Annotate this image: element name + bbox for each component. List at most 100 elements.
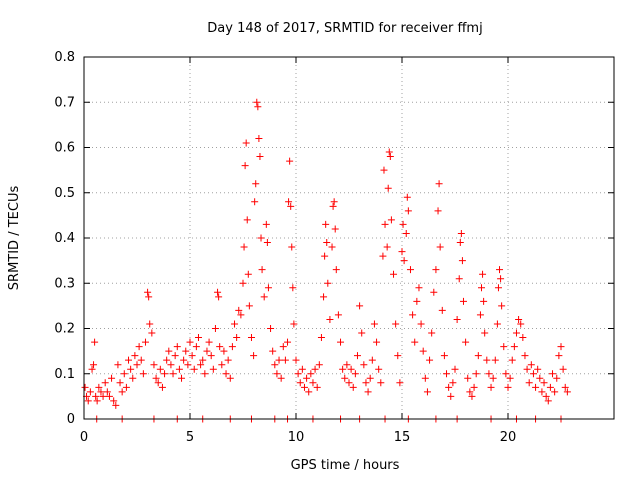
data-point	[362, 379, 370, 387]
data-point	[356, 302, 364, 310]
data-point	[133, 361, 141, 369]
y-axis-label: SRMTID / TECUs	[7, 186, 22, 291]
data-point	[112, 401, 120, 409]
data-point	[253, 98, 261, 106]
data-point	[483, 356, 491, 364]
data-point	[466, 388, 474, 396]
data-point	[197, 361, 205, 369]
data-point	[277, 374, 285, 382]
data-point	[380, 166, 388, 174]
data-point	[93, 397, 101, 405]
data-point	[387, 216, 395, 224]
data-point	[298, 365, 306, 373]
data-point	[307, 370, 315, 378]
data-point	[105, 392, 113, 400]
x-tick-label: 5	[186, 430, 194, 445]
data-point	[146, 320, 154, 328]
data-point	[243, 216, 251, 224]
data-point	[515, 315, 523, 323]
data-point	[436, 243, 444, 251]
data-point	[169, 370, 177, 378]
y-tick-label: 0.7	[54, 95, 75, 110]
data-point	[91, 338, 99, 346]
data-point	[192, 343, 200, 351]
data-point	[384, 184, 392, 192]
data-point	[167, 361, 175, 369]
data-point	[242, 139, 250, 147]
data-point	[512, 329, 520, 337]
data-point	[286, 157, 294, 165]
data-point	[215, 293, 223, 301]
data-point	[358, 329, 366, 337]
y-tick-label: 0.1	[54, 367, 75, 382]
data-point	[209, 365, 217, 373]
data-point	[394, 352, 402, 360]
data-point	[311, 365, 319, 373]
data-point	[434, 207, 442, 215]
data-point	[428, 329, 436, 337]
data-point	[161, 370, 169, 378]
data-point	[244, 270, 252, 278]
data-point	[521, 352, 529, 360]
data-point	[555, 352, 563, 360]
data-point	[480, 297, 488, 305]
data-point	[510, 343, 518, 351]
data-point	[199, 356, 207, 364]
data-point	[275, 356, 283, 364]
data-point	[474, 352, 482, 360]
data-point	[317, 334, 325, 342]
data-point	[281, 356, 289, 364]
data-point	[485, 370, 493, 378]
data-point	[294, 370, 302, 378]
data-point	[279, 343, 287, 351]
data-point	[152, 374, 160, 382]
data-point	[173, 343, 181, 351]
data-point	[220, 347, 228, 355]
data-point	[175, 365, 183, 373]
data-point	[95, 383, 103, 391]
data-point	[188, 352, 196, 360]
data-point	[417, 320, 425, 328]
data-point	[290, 320, 298, 328]
data-point	[563, 388, 571, 396]
data-point	[163, 356, 171, 364]
y-tick-label: 0.2	[54, 322, 75, 337]
data-point	[381, 220, 389, 228]
data-point	[493, 320, 501, 328]
data-point	[478, 284, 485, 292]
data-point	[184, 361, 192, 369]
data-point	[479, 270, 487, 278]
data-point	[324, 279, 332, 287]
data-point	[203, 347, 211, 355]
data-point	[320, 293, 328, 301]
data-point	[413, 297, 421, 305]
data-point	[292, 356, 300, 364]
data-point	[108, 374, 116, 382]
data-point	[561, 383, 569, 391]
data-point	[517, 320, 525, 328]
data-point	[421, 374, 429, 382]
data-point	[90, 361, 98, 369]
data-point	[207, 352, 215, 360]
data-point	[326, 315, 334, 323]
data-point	[500, 343, 508, 351]
data-point	[180, 356, 188, 364]
data-point	[415, 284, 423, 292]
data-point	[256, 153, 264, 161]
data-point	[211, 325, 219, 332]
data-point	[451, 365, 459, 373]
data-point	[231, 320, 239, 328]
data-point	[506, 374, 514, 382]
data-point	[447, 392, 455, 400]
data-point	[491, 356, 499, 364]
data-point	[476, 311, 484, 319]
data-point	[287, 202, 295, 210]
data-point	[262, 220, 270, 228]
data-point	[171, 352, 179, 360]
data-point	[377, 379, 385, 387]
data-point	[150, 361, 158, 369]
y-tick-label: 0	[67, 412, 75, 427]
data-point	[449, 379, 457, 387]
data-point	[536, 374, 544, 382]
data-point	[190, 365, 198, 373]
